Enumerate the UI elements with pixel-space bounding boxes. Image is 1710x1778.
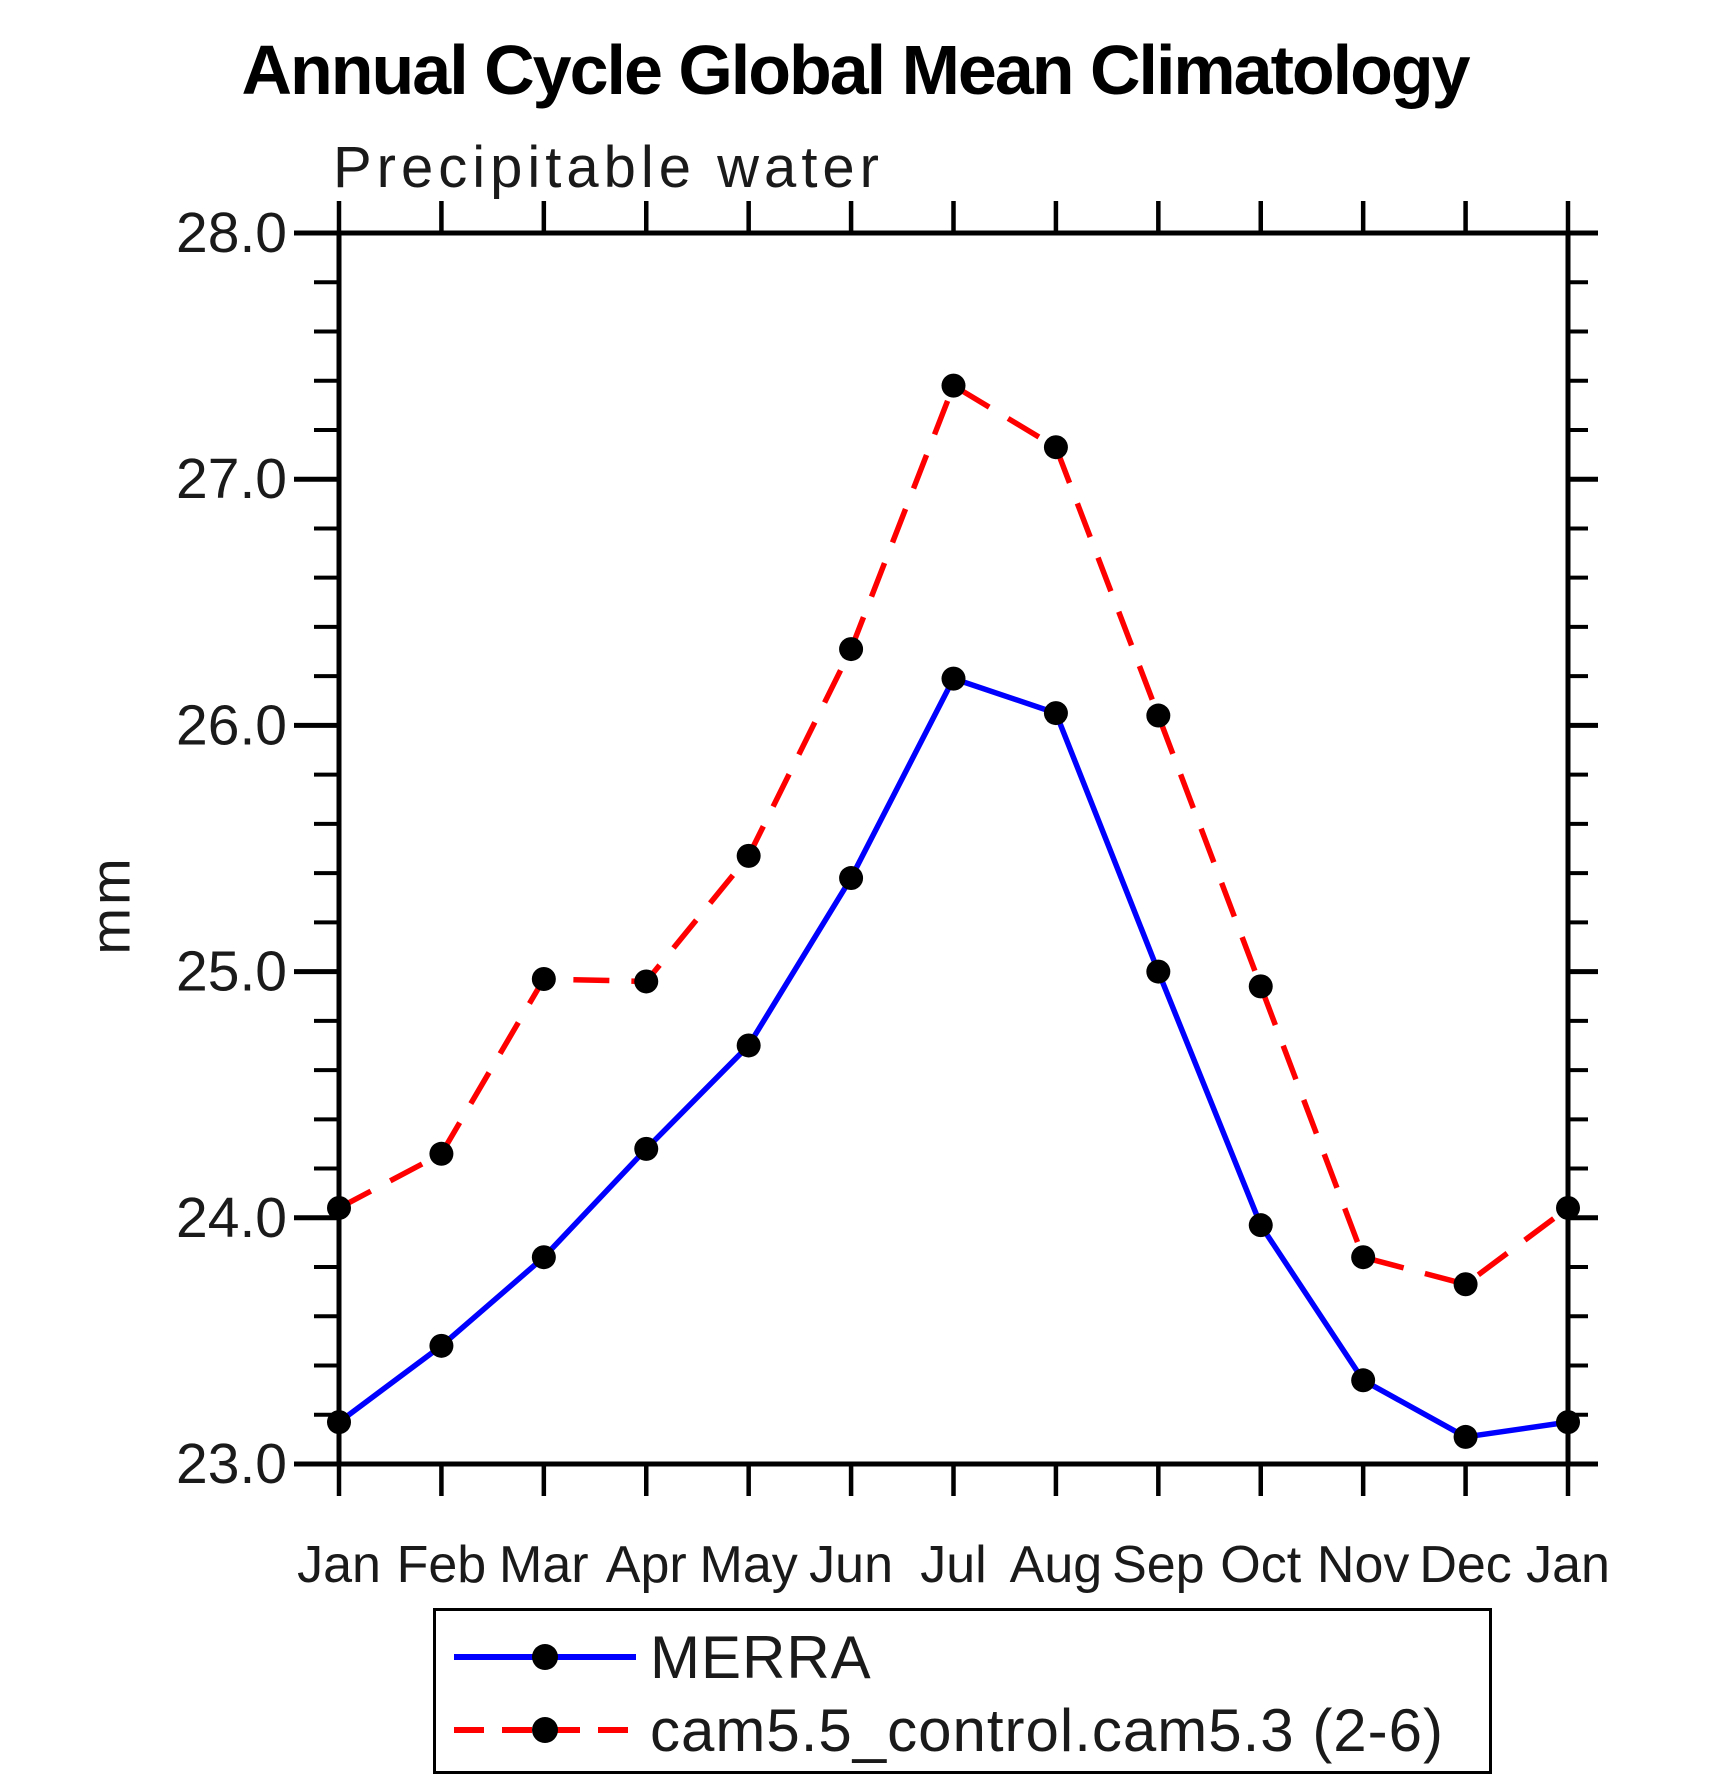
- y-ticks: [294, 230, 1598, 1467]
- data-point-marker: [1146, 703, 1171, 728]
- legend-item-cam55: cam5.5_control.cam5.3 (2-6): [450, 1697, 1444, 1764]
- legend-label-cam55: cam5.5_control.cam5.3 (2-6): [650, 1696, 1444, 1764]
- legend-sample-cam55-line: [454, 1717, 636, 1743]
- month-ticks: [336, 201, 1571, 1496]
- data-point-marker: [1351, 1245, 1376, 1270]
- svg-text:24.0: 24.0: [176, 1186, 287, 1250]
- chart-subtitle: Precipitable water: [333, 135, 884, 200]
- axes: [294, 230, 1598, 1467]
- data-point-marker: [736, 1033, 761, 1058]
- svg-text:Apr: Apr: [606, 1536, 687, 1594]
- svg-text:Jan: Jan: [1526, 1536, 1610, 1594]
- svg-text:27.0: 27.0: [176, 447, 287, 511]
- data-point-marker: [327, 1195, 351, 1220]
- svg-text:Jan: Jan: [297, 1536, 381, 1594]
- legend-box: MERRA cam5.5_control.cam5.3 (2-6): [433, 1608, 1492, 1774]
- legend-marker-dot: [532, 1717, 558, 1743]
- data-point-marker: [634, 969, 659, 994]
- data-point-marker: [429, 1333, 454, 1358]
- data-point-marker: [1146, 959, 1171, 984]
- svg-text:Mar: Mar: [499, 1536, 589, 1594]
- data-point-marker: [1043, 701, 1068, 726]
- data-point-marker: [1043, 435, 1068, 460]
- data-point-marker: [429, 1141, 454, 1166]
- legend-label-merra: MERRA: [650, 1623, 872, 1691]
- data-point-marker: [941, 666, 966, 691]
- legend-item-merra: MERRA: [450, 1624, 872, 1691]
- data-point-marker: [1556, 1410, 1580, 1435]
- data-point-marker: [1453, 1424, 1478, 1449]
- svg-text:25.0: 25.0: [176, 940, 287, 1004]
- series-0-merra: [327, 666, 1580, 1449]
- svg-text:Oct: Oct: [1220, 1536, 1301, 1594]
- svg-text:23.0: 23.0: [176, 1432, 287, 1496]
- svg-text:28.0: 28.0: [176, 201, 287, 265]
- y-tick-labels: 23.0 24.0 25.0 26.0 27.0 28.0: [176, 201, 287, 1496]
- svg-text:Feb: Feb: [397, 1536, 487, 1594]
- data-point-marker: [531, 966, 556, 991]
- data-point-marker: [1453, 1272, 1478, 1297]
- data-point-marker: [1351, 1368, 1376, 1393]
- svg-text:Jun: Jun: [809, 1536, 893, 1594]
- data-point-marker: [941, 373, 966, 398]
- data-point-marker: [736, 843, 761, 868]
- data-point-marker: [531, 1245, 556, 1270]
- svg-text:Dec: Dec: [1419, 1536, 1511, 1594]
- svg-text:Jul: Jul: [920, 1536, 986, 1594]
- svg-text:May: May: [700, 1536, 798, 1594]
- data-point-marker: [1248, 974, 1273, 999]
- svg-text:Sep: Sep: [1112, 1536, 1205, 1594]
- legend-sample-merra-line: [454, 1644, 636, 1670]
- data-point-marker: [839, 866, 864, 891]
- series-1-cam5-5-control-cam5-3-2-6-: [327, 373, 1580, 1297]
- svg-text:Aug: Aug: [1010, 1536, 1103, 1594]
- data-point-marker: [839, 637, 864, 662]
- chart-title: Annual Cycle Global Mean Climatology: [241, 31, 1470, 109]
- data-point-marker: [634, 1136, 659, 1161]
- data-point-marker: [327, 1410, 351, 1435]
- data-point-marker: [1556, 1195, 1580, 1220]
- x-tick-labels: Jan Feb Mar Apr May Jun Jul Aug Sep Oct Nov Dec Jan: [297, 1536, 1610, 1594]
- svg-text:26.0: 26.0: [176, 693, 287, 757]
- svg-text:Nov: Nov: [1317, 1536, 1409, 1594]
- data-point-marker: [1248, 1213, 1273, 1238]
- legend-marker-dot: [532, 1644, 558, 1670]
